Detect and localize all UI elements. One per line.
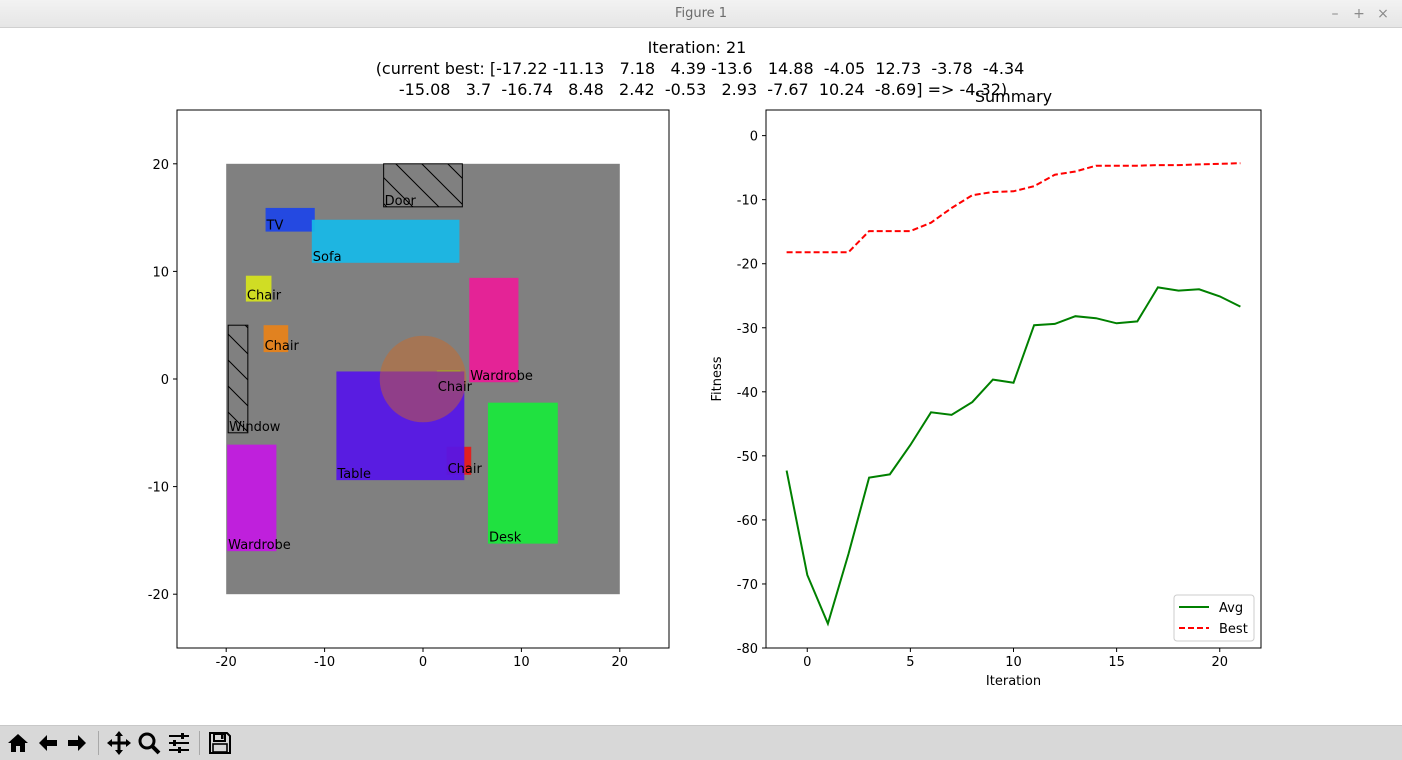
layout-label-sofa: Sofa — [313, 250, 342, 265]
zoom-icon[interactable] — [136, 730, 162, 756]
layout-label-tv: TV — [266, 219, 284, 234]
summary-y-tick-label: -10 — [737, 194, 758, 209]
home-icon[interactable] — [5, 730, 31, 756]
layout-label-chair: Chair — [265, 339, 300, 354]
legend: Avg Best — [1173, 594, 1255, 642]
summary-title: Summary — [975, 87, 1052, 106]
summary-y-tick-label: -70 — [737, 578, 758, 593]
summary-x-tick-label: 0 — [803, 655, 811, 670]
pan-icon[interactable] — [106, 730, 132, 756]
layout-x-tick-label: -10 — [314, 655, 335, 670]
forward-arrow-icon[interactable] — [64, 730, 90, 756]
toolbar-separator — [199, 731, 200, 755]
summary-y-tick-label: -30 — [737, 322, 758, 337]
layout-axes: DoorTVSofaChairChairWardrobeWindowTableC… — [148, 109, 670, 670]
summary-y-tick-label: -20 — [737, 258, 758, 273]
layout-label-chair: Chair — [448, 462, 483, 477]
layout-x-tick-label: 10 — [513, 655, 530, 670]
layout-x-tick-label: 20 — [612, 655, 629, 670]
back-arrow-icon[interactable] — [35, 730, 61, 756]
suptitle-line-3: -15.08 3.7 -16.74 8.48 2.42 -0.53 2.93 -… — [399, 80, 1007, 99]
layout-item-door — [383, 163, 463, 208]
summary-plot-area — [766, 110, 1261, 648]
window-title: Figure 1 — [674, 6, 728, 21]
layout-label-wardrobe: Wardrobe — [228, 538, 291, 553]
layout-item-desk — [487, 402, 558, 544]
layout-item-wardrobe — [227, 444, 277, 552]
summary-x-tick-label: 15 — [1108, 655, 1125, 670]
series-line-avg — [785, 286, 1241, 627]
layout-item-table — [336, 371, 465, 481]
legend-label-best: Best — [1219, 622, 1248, 637]
series-line-best — [786, 162, 1241, 254]
layout-label-chair: Chair — [438, 380, 473, 395]
maximize-button[interactable]: + — [1353, 6, 1365, 22]
layout-y-tick-label: 10 — [152, 265, 169, 280]
summary-x-tick-label: 5 — [906, 655, 914, 670]
suptitle-line-2: (current best: [-17.22 -11.13 7.18 4.39 … — [376, 59, 1025, 78]
layout-label-table: Table — [336, 467, 371, 482]
table-clearance-circle — [379, 335, 467, 423]
summary-y-tick-label: 0 — [750, 130, 758, 145]
x-axis-label: Iteration — [986, 674, 1041, 689]
legend-label-avg: Avg — [1219, 601, 1243, 616]
toolbar-separator — [98, 731, 99, 755]
layout-item-sofa — [311, 219, 460, 263]
summary-x-tick-label: 20 — [1211, 655, 1228, 670]
configure-subplots-icon[interactable] — [166, 730, 192, 756]
layout-item-window — [227, 324, 249, 434]
layout-x-tick-label: -20 — [216, 655, 237, 670]
layout-y-tick-label: 0 — [161, 373, 169, 388]
layout-y-tick-label: 20 — [152, 158, 169, 173]
minimize-button[interactable]: – — [1331, 6, 1339, 22]
layout-x-tick-label: 0 — [419, 655, 427, 670]
summary-y-tick-label: -60 — [737, 514, 758, 529]
figure-canvas[interactable]: Iteration: 21 (current best: [-17.22 -11… — [0, 28, 1402, 725]
layout-y-tick-label: -20 — [148, 588, 169, 603]
summary-axes: Summary 0 5 10 15 20 0 -10 -20 -30 -40 -50 -60 -70 -80… — [710, 87, 1262, 689]
title-bar: Figure 1 – + × — [0, 0, 1402, 28]
toolbar — [0, 725, 1402, 760]
save-icon[interactable] — [207, 730, 233, 756]
layout-item-chair — [263, 325, 289, 353]
layout-item-tv — [265, 207, 315, 232]
suptitle-line-1: Iteration: 21 — [648, 38, 747, 57]
layout-label-window: Window — [229, 420, 281, 435]
layout-item-wardrobe — [469, 277, 519, 383]
summary-y-tick-label: -50 — [737, 450, 758, 465]
close-button[interactable]: × — [1377, 6, 1389, 22]
summary-x-tick-label: 10 — [1005, 655, 1022, 670]
layout-label-chair: Chair — [247, 289, 282, 304]
y-axis-label: Fitness — [710, 356, 725, 401]
layout-item-chair — [245, 275, 272, 302]
summary-y-tick-label: -80 — [737, 642, 758, 657]
layout-label-door: Door — [385, 194, 417, 209]
layout-y-tick-label: -10 — [148, 481, 169, 496]
layout-label-desk: Desk — [489, 531, 522, 546]
layout-label-wardrobe: Wardrobe — [470, 369, 533, 384]
summary-y-tick-label: -40 — [737, 386, 758, 401]
